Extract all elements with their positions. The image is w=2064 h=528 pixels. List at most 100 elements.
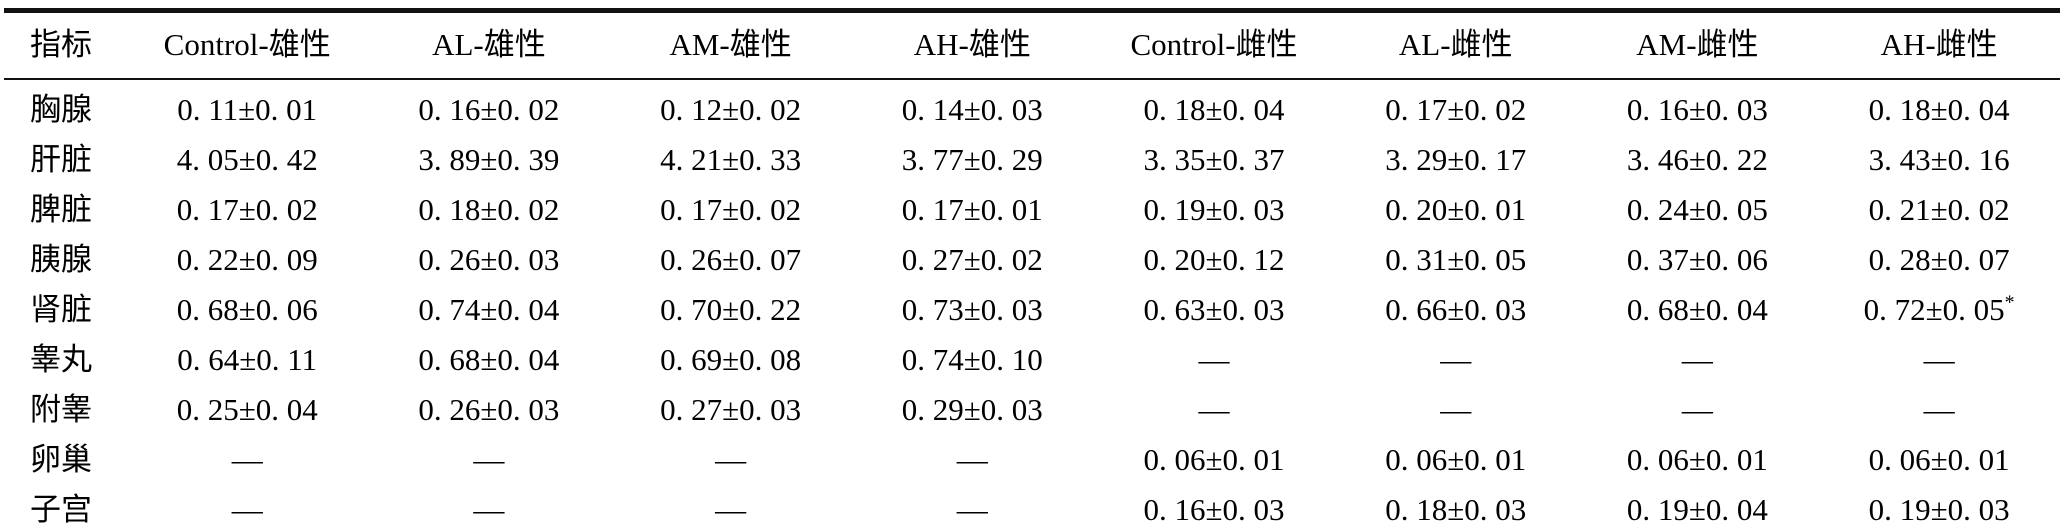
empty-cell: —	[231, 442, 263, 477]
value-cell: 0. 74±0. 04	[418, 292, 560, 327]
value-cell: 0. 24±0. 05	[1626, 192, 1768, 227]
value-cell: 0. 37±0. 06	[1626, 242, 1768, 277]
value-cell: 3. 46±0. 22	[1626, 142, 1768, 177]
value-cell: 3. 77±0. 29	[901, 142, 1043, 177]
value-cell: 0. 31±0. 05	[1385, 242, 1527, 277]
table-header: 指标 Control-雄性 AL-雄性 AM-雄性 AH-雄性 Control-雌性 AL-…	[4, 10, 2060, 80]
value-cell: 0. 29±0. 03	[901, 392, 1043, 427]
column-header-indicator: 指标	[4, 10, 127, 80]
value-cell: 0. 06±0. 01	[1385, 442, 1527, 477]
value-cell: 0. 63±0. 03	[1143, 292, 1285, 327]
empty-cell: —	[1440, 342, 1472, 377]
table-row: 肝脏 4. 05±0. 42 3. 89±0. 39 4. 21±0. 33 3. 77…	[4, 135, 2060, 185]
value-cell: 0. 74±0. 10	[901, 342, 1043, 377]
value-cell: 0. 14±0. 03	[901, 92, 1043, 127]
value-cell: 0. 17±0. 02	[1385, 92, 1527, 127]
empty-cell: —	[1923, 342, 1955, 377]
value-cell: 0. 70±0. 22	[660, 292, 802, 327]
value-cell: 3. 35±0. 37	[1143, 142, 1285, 177]
value-cell: 0. 27±0. 03	[660, 392, 802, 427]
empty-cell: —	[1198, 392, 1230, 427]
column-header: AL-雄性	[368, 10, 610, 80]
value-cell: 0. 06±0. 01	[1868, 442, 2010, 477]
value-cell: 0. 19±0. 03	[1143, 192, 1285, 227]
column-header: AH-雌性	[1818, 10, 2060, 80]
empty-cell: —	[956, 442, 988, 477]
value-cell: 0. 18±0. 04	[1868, 92, 2010, 127]
value-cell: 0. 06±0. 01	[1143, 442, 1285, 477]
value-cell: 0. 16±0. 03	[1143, 492, 1285, 527]
column-header: AH-雄性	[851, 10, 1094, 80]
value-cell: 4. 05±0. 42	[176, 142, 318, 177]
value-cell: 0. 20±0. 12	[1143, 242, 1285, 277]
value-cell: 0. 18±0. 02	[418, 192, 560, 227]
value-cell: 0. 28±0. 07	[1868, 242, 2010, 277]
row-label: 附睾	[30, 392, 92, 427]
value-cell: 0. 19±0. 03	[1868, 492, 2010, 527]
value-cell: 0. 26±0. 03	[418, 242, 560, 277]
table-row: 子宫 — — — — 0. 16±0. 03 0. 18±0. 03 0. 19±0. 04 0…	[4, 485, 2060, 528]
column-header: AM-雌性	[1576, 10, 1819, 80]
empty-cell: —	[1923, 392, 1955, 427]
column-header: Control-雄性	[126, 10, 369, 80]
significance-marker: *	[2004, 291, 2015, 314]
table-body: 胸腺 0. 11±0. 01 0. 16±0. 02 0. 12±0. 02 0. 14…	[4, 79, 2060, 528]
row-label: 脾脏	[30, 192, 92, 227]
value-cell: 0. 25±0. 04	[176, 392, 318, 427]
value-cell: 0. 72±0. 05*	[1863, 291, 2015, 327]
row-label: 胸腺	[30, 92, 92, 127]
value-cell: 0. 12±0. 02	[660, 92, 802, 127]
row-label: 肝脏	[30, 142, 92, 177]
row-label: 卵巢	[30, 442, 92, 477]
value-cell: 0. 21±0. 02	[1868, 192, 2010, 227]
empty-cell: —	[1681, 392, 1713, 427]
row-label: 子宫	[30, 492, 92, 527]
value-cell: 0. 18±0. 04	[1143, 92, 1285, 127]
value-cell: 0. 17±0. 02	[660, 192, 802, 227]
value-cell: 0. 11±0. 01	[177, 92, 318, 127]
value-cell: 3. 89±0. 39	[418, 142, 560, 177]
row-label: 睾丸	[30, 342, 92, 377]
row-label: 肾脏	[30, 292, 92, 327]
row-label: 胰腺	[30, 242, 92, 277]
column-header: AL-雌性	[1334, 10, 1577, 80]
empty-cell: —	[231, 492, 263, 527]
value-cell: 0. 68±0. 04	[1626, 292, 1768, 327]
empty-cell: —	[473, 492, 505, 527]
column-header: AM-雄性	[609, 10, 852, 80]
value-cell: 0. 20±0. 01	[1385, 192, 1527, 227]
value-cell: 0. 06±0. 01	[1626, 442, 1768, 477]
value-cell: 0. 27±0. 02	[901, 242, 1043, 277]
table-row: 胰腺 0. 22±0. 09 0. 26±0. 03 0. 26±0. 07 0. 27…	[4, 235, 2060, 285]
value-cell: 0. 69±0. 08	[660, 342, 802, 377]
table-row: 肾脏 0. 68±0. 06 0. 74±0. 04 0. 70±0. 22 0. 73…	[4, 285, 2060, 335]
table-row: 睾丸 0. 64±0. 11 0. 68±0. 04 0. 69±0. 08 0. 74…	[4, 335, 2060, 385]
table-row: 脾脏 0. 17±0. 02 0. 18±0. 02 0. 17±0. 02 0. 17…	[4, 185, 2060, 235]
column-header: Control-雌性	[1093, 10, 1335, 80]
value-cell: 0. 17±0. 01	[901, 192, 1043, 227]
empty-cell: —	[715, 442, 747, 477]
value-cell: 0. 26±0. 07	[660, 242, 802, 277]
empty-cell: —	[1198, 342, 1230, 377]
value-cell: 0. 22±0. 09	[176, 242, 318, 277]
organ-weight-table: 指标 Control-雄性 AL-雄性 AM-雄性 AH-雄性 Control-雌性 AL-…	[4, 8, 2060, 528]
value-cell: 3. 29±0. 17	[1385, 142, 1527, 177]
value-cell: 0. 18±0. 03	[1385, 492, 1527, 527]
value-cell: 0. 68±0. 04	[418, 342, 560, 377]
empty-cell: —	[1681, 342, 1713, 377]
value-cell: 0. 73±0. 03	[901, 292, 1043, 327]
value-cell: 0. 64±0. 11	[177, 342, 318, 377]
empty-cell: —	[956, 492, 988, 527]
empty-cell: —	[715, 492, 747, 527]
table-row: 胸腺 0. 11±0. 01 0. 16±0. 02 0. 12±0. 02 0. 14…	[4, 79, 2060, 135]
empty-cell: —	[473, 442, 505, 477]
header-row: 指标 Control-雄性 AL-雄性 AM-雄性 AH-雄性 Control-雌性 AL-…	[4, 10, 2060, 80]
value-cell: 0. 16±0. 02	[418, 92, 560, 127]
value-cell: 0. 17±0. 02	[176, 192, 318, 227]
value-cell: 0. 68±0. 06	[176, 292, 318, 327]
value-cell: 4. 21±0. 33	[660, 142, 802, 177]
value-cell: 0. 26±0. 03	[418, 392, 560, 427]
value-cell: 3. 43±0. 16	[1868, 142, 2010, 177]
empty-cell: —	[1440, 392, 1472, 427]
